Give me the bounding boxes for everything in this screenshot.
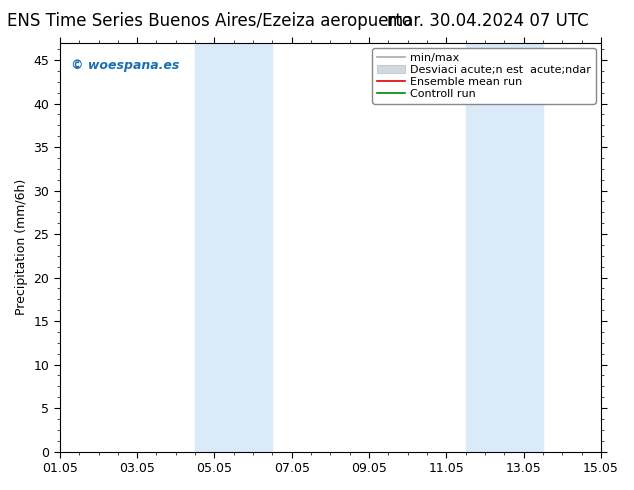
Legend: min/max, Desviaci acute;n est  acute;ndar, Ensemble mean run, Controll run: min/max, Desviaci acute;n est acute;ndar… — [372, 48, 595, 104]
Text: ENS Time Series Buenos Aires/Ezeiza aeropuerto: ENS Time Series Buenos Aires/Ezeiza aero… — [7, 12, 411, 30]
Bar — [195, 43, 273, 452]
Text: © woespana.es: © woespana.es — [70, 59, 179, 72]
Y-axis label: Precipitation (mm/6h): Precipitation (mm/6h) — [15, 179, 28, 315]
Text: mar. 30.04.2024 07 UTC: mar. 30.04.2024 07 UTC — [387, 12, 589, 30]
Bar — [466, 43, 543, 452]
